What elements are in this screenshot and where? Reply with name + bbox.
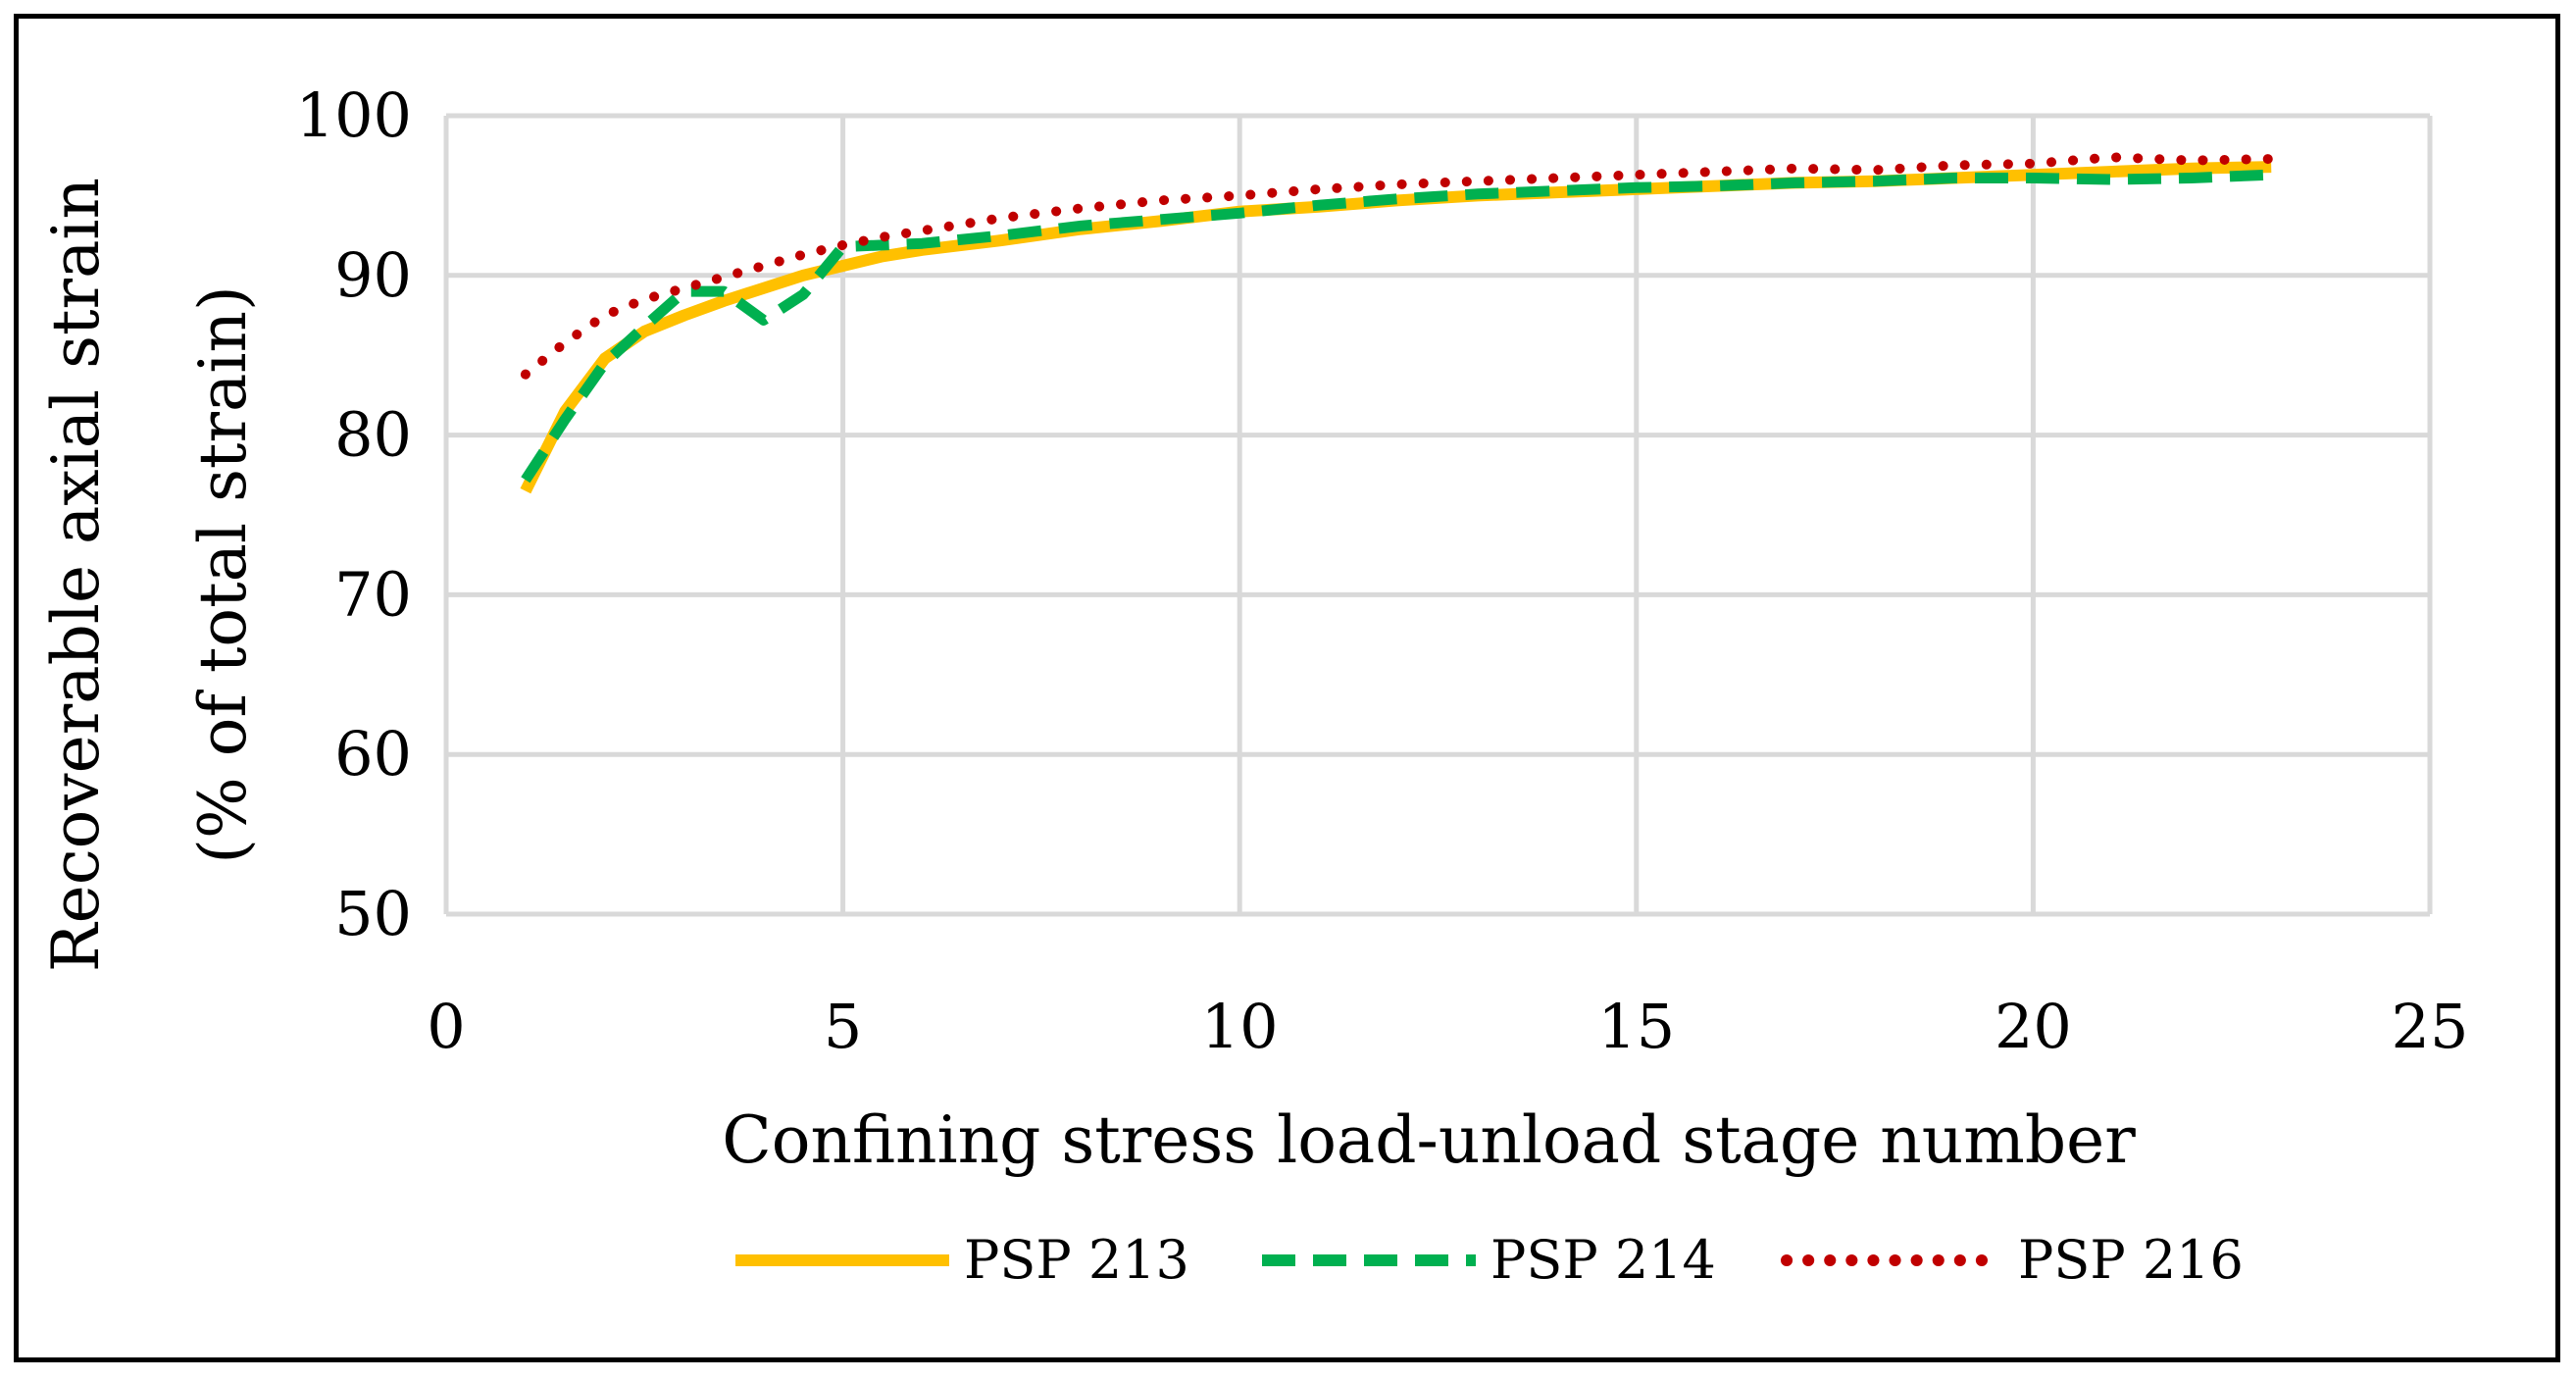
y-tick-label: 50	[334, 878, 412, 949]
legend-label-psp-214: PSP 214	[1490, 1229, 1716, 1291]
y-axis-title: Recoverable axial strain (% of total str…	[38, 178, 261, 972]
series-lines	[520, 152, 2277, 494]
y-tick-label: 90	[334, 239, 412, 311]
chart-frame	[14, 14, 2560, 1362]
x-tick-label: 0	[427, 991, 465, 1062]
legend-item-psp-214: PSP 214	[1262, 1229, 1716, 1291]
y-tick-label: 60	[334, 718, 412, 790]
legend-label-psp-213: PSP 213	[964, 1229, 1189, 1291]
y-tick-label: 100	[296, 79, 412, 151]
grid	[443, 113, 2433, 917]
series-line-psp-213	[520, 161, 2272, 494]
legend: PSP 213 PSP 214 PSP 216	[735, 1229, 2244, 1291]
y-tick-label: 80	[334, 399, 412, 471]
legend-item-psp-213: PSP 213	[735, 1229, 1189, 1291]
x-tick-label: 15	[1597, 991, 1675, 1062]
y-axis-title-line-1: Recoverable axial strain	[38, 178, 114, 972]
x-tick-label: 5	[824, 991, 862, 1062]
x-axis-title: Confining stress load-unload stage numbe…	[722, 1102, 2136, 1178]
x-axis-ticks: 0 5 10 15 20 25	[427, 991, 2468, 1062]
y-axis-title-line-2: (% of total strain)	[185, 285, 261, 863]
legend-label-psp-216: PSP 216	[2018, 1229, 2244, 1291]
x-tick-label: 10	[1201, 991, 1279, 1062]
x-tick-label: 20	[1995, 991, 2072, 1062]
legend-item-psp-216: PSP 216	[1781, 1229, 2244, 1291]
y-tick-label: 70	[334, 558, 412, 630]
series-line-psp-216	[520, 152, 2277, 380]
y-axis-ticks: 50 60 70 80 90 100	[296, 79, 412, 949]
series-line-psp-214	[521, 169, 2272, 484]
x-tick-label: 25	[2392, 991, 2469, 1062]
